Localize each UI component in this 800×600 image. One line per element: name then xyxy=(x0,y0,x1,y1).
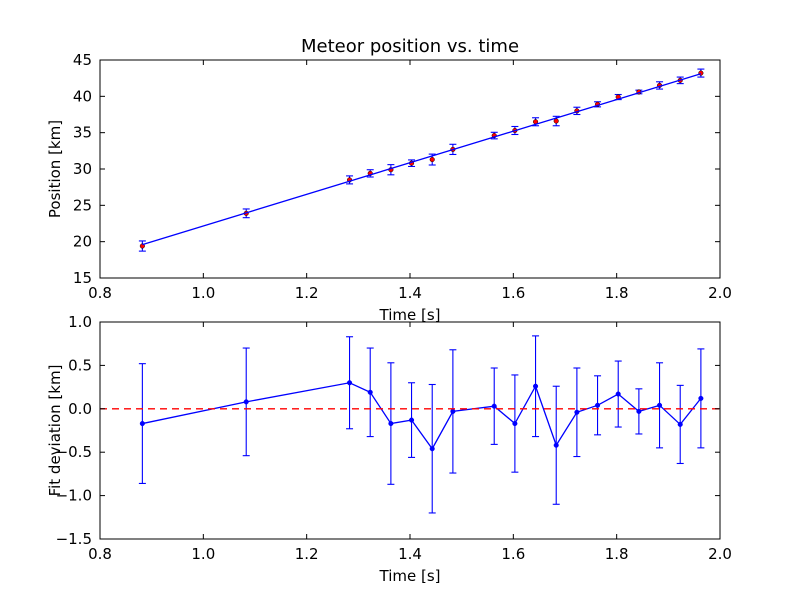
plot-area xyxy=(100,60,720,278)
x-axis-label: Time [s] xyxy=(379,306,441,324)
x-axis-label: Time [s] xyxy=(379,567,441,585)
data-point xyxy=(574,409,580,415)
data-point xyxy=(139,421,145,427)
data-point xyxy=(243,399,249,405)
x-tick-label: 1.4 xyxy=(398,545,422,563)
data-point xyxy=(512,421,518,427)
y-tick-label: 1.0 xyxy=(68,313,92,331)
chart-panel-1: 0.8 1.0 1.2 1.4 1.6 1.8 2.0 15 20 25 30 35 40 45 Time … xyxy=(46,36,732,324)
data-point xyxy=(388,421,394,427)
y-tick-label: −0.5 xyxy=(56,443,92,461)
x-tick-label: 0.8 xyxy=(88,545,112,563)
data-point xyxy=(657,402,663,408)
y-tick-label: 0.0 xyxy=(68,400,92,418)
fit-line xyxy=(142,73,702,246)
data-point xyxy=(491,403,497,409)
data-point xyxy=(677,421,683,427)
chart-panel-2: 0.8 1.0 1.2 1.4 1.6 1.8 2.0 −1.5 −1.0 −0.5 0.0 0.5 1… xyxy=(46,313,732,585)
data-point xyxy=(409,417,415,423)
y-tick-label: 25 xyxy=(73,196,92,214)
y-tick-label: 30 xyxy=(73,160,92,178)
data-point xyxy=(347,380,353,386)
y-tick-label: −1.5 xyxy=(56,530,92,548)
chart-title: Meteor position vs. time xyxy=(301,36,519,57)
x-tick-label: 0.8 xyxy=(88,284,112,302)
data-point xyxy=(553,442,559,448)
x-tick-label: 1.0 xyxy=(191,284,215,302)
y-tick-label: 15 xyxy=(73,269,92,287)
data-point xyxy=(615,391,621,397)
x-tick-label: 1.8 xyxy=(605,284,629,302)
x-tick-label: 1.6 xyxy=(501,545,525,563)
y-tick-label: 45 xyxy=(73,51,92,69)
x-tick-label: 2.0 xyxy=(708,545,732,563)
x-tick-label: 2.0 xyxy=(708,284,732,302)
y-tick-label: 35 xyxy=(73,124,92,142)
data-point xyxy=(553,118,559,124)
data-point xyxy=(429,446,435,452)
x-tick-label: 1.2 xyxy=(295,284,319,302)
data-point xyxy=(636,408,642,414)
y-axis-label: Position [km] xyxy=(46,120,64,218)
data-point xyxy=(429,157,435,163)
x-tick-label: 1.0 xyxy=(191,545,215,563)
y-axis-label: Fit deviation [km] xyxy=(46,365,64,497)
data-point xyxy=(698,395,704,401)
y-tick-label: 0.5 xyxy=(68,356,92,374)
y-tick-label: 20 xyxy=(73,233,92,251)
data-point xyxy=(533,383,539,389)
data-point xyxy=(450,408,456,414)
x-tick-label: 1.8 xyxy=(605,545,629,563)
x-tick-label: 1.4 xyxy=(398,284,422,302)
data-point xyxy=(595,402,601,408)
x-tick-label: 1.6 xyxy=(501,284,525,302)
data-point xyxy=(367,389,373,395)
plot-area xyxy=(100,322,720,539)
y-tick-label: 40 xyxy=(73,87,92,105)
y-tick-label: −1.0 xyxy=(56,487,92,505)
x-tick-label: 1.2 xyxy=(295,545,319,563)
